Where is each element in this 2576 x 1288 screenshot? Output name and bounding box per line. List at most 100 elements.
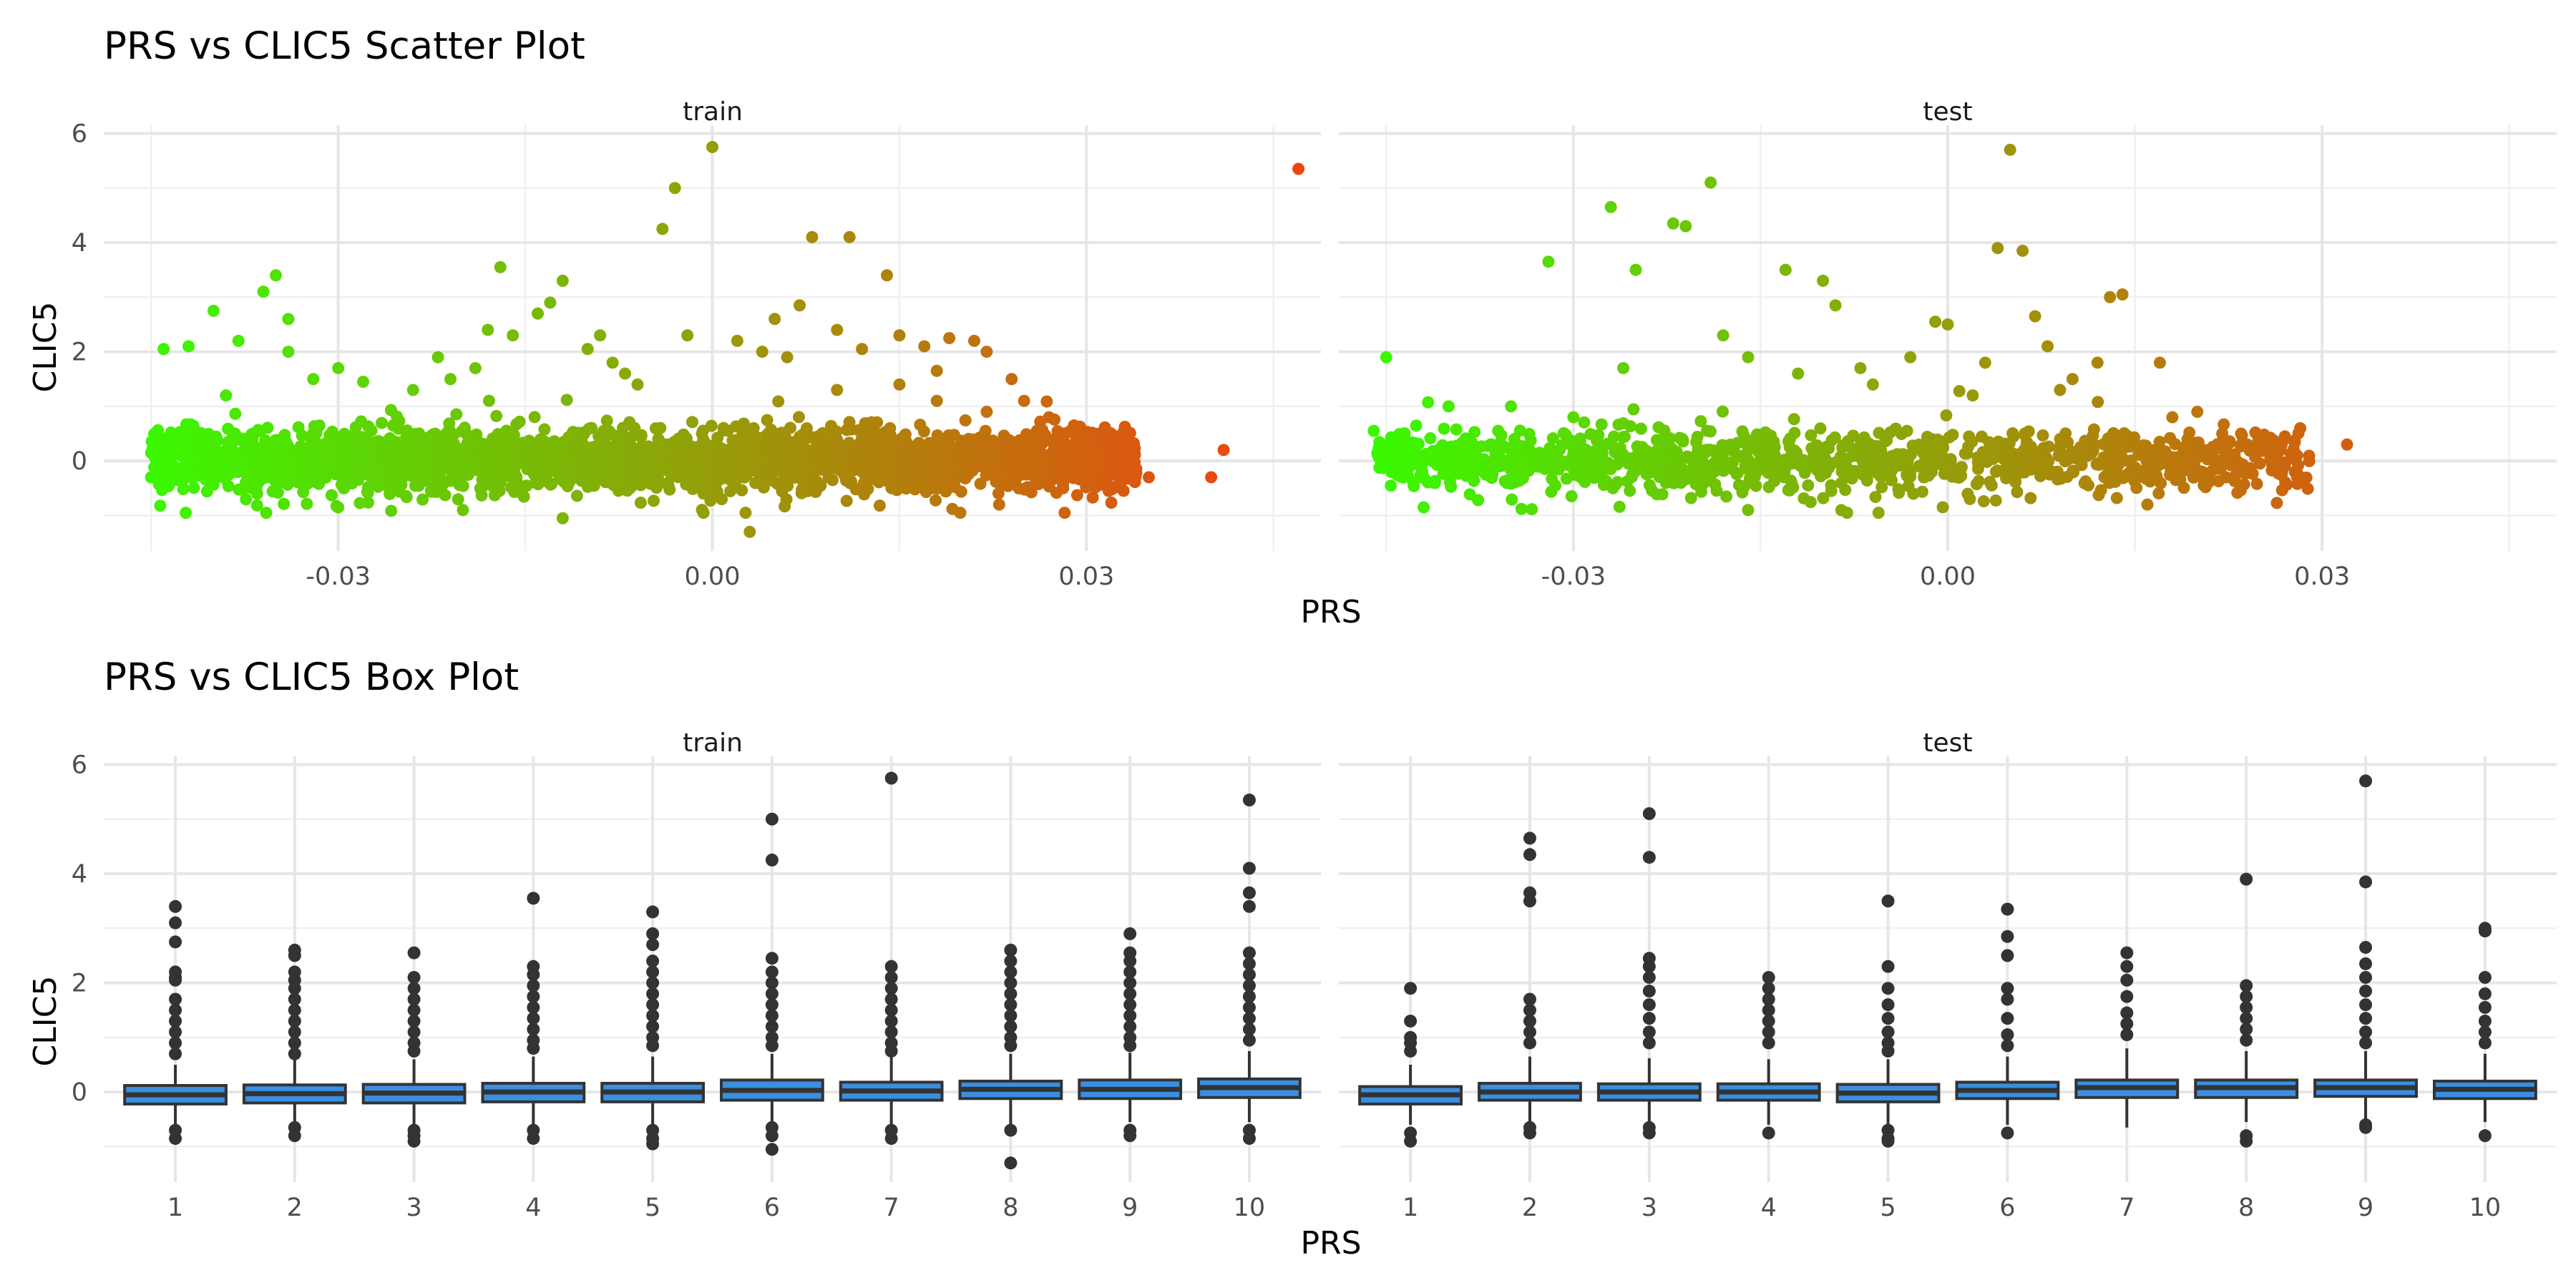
scatter-point [605,451,618,464]
scatter-point [1817,492,1830,504]
scatter-point [507,329,519,342]
scatter-point [703,466,716,479]
scatter-point [1584,428,1597,441]
scatter-point [1030,433,1043,446]
box-outlier [1762,970,1775,984]
scatter-point [940,485,952,498]
scatter-point [157,343,170,356]
scatter-point [582,453,595,466]
scatter-point [1868,463,1881,476]
scatter-panel-train: 0 2 4 6 -0.03 0.00 0.03 [72,119,1321,591]
scatter-point [686,416,699,429]
box-outlier [527,892,540,905]
scatter-strip-train: train [683,97,743,127]
scatter-point [1870,441,1883,454]
box-outlier [1523,992,1536,1006]
scatter-point [1797,492,1810,504]
scatter-point [2075,459,2088,472]
box-outlier [1123,1039,1137,1053]
box-outlier [1123,976,1137,990]
scatter-point [1015,448,1028,461]
scatter-point [450,408,463,421]
scatter-point [763,436,776,449]
scatter-point [169,432,182,445]
scatter-point [1445,480,1458,493]
scatter-point [1567,455,1580,468]
scatter-point [798,460,811,473]
box-outlier [1523,1025,1536,1039]
scatter-point [556,512,569,525]
scatter-point [1893,459,1906,472]
box-outlier [288,1014,301,1028]
scatter-point [893,378,906,391]
scatter-point [2341,438,2353,451]
box-outlier [765,812,779,826]
box-outlier [2478,987,2492,1000]
scatter-point [824,447,836,459]
scatter-point [706,141,718,154]
box-outlier [1242,1012,1256,1025]
y-tick-label: 2 [72,970,87,998]
scatter-point [1080,460,1093,473]
scatter-point [2152,487,2165,499]
scatter-point [469,361,482,374]
scatter-point [505,481,518,494]
scatter-point [1643,479,1656,492]
scatter-point [1444,447,1457,460]
box-outlier [2359,985,2373,998]
scatter-y-axis-title: CLIC5 [27,302,64,393]
scatter-point [825,419,838,432]
scatter-point [1403,447,1416,460]
box-outlier [407,982,421,995]
scatter-point [1604,200,1617,213]
box-outlier [1242,886,1256,899]
scatter-point [1854,361,1867,374]
box-outlier [884,982,898,995]
scatter-point [240,455,253,468]
scatter-point [482,323,494,336]
scatter-point [358,440,371,453]
scatter-point [245,441,258,454]
scatter-point [2035,459,2048,472]
scatter-point [2118,426,2131,439]
scatter-point [1963,430,1976,443]
scatter-point [729,474,742,487]
x-tick-label: 8 [1002,1194,1018,1222]
scatter-point [1068,419,1080,432]
scatter-point [2155,477,2167,489]
scatter-point [2111,467,2124,479]
scatter-point [1018,394,1030,407]
box-outlier [527,968,540,982]
box-outlier [2240,872,2253,886]
scatter-point [1523,428,1536,441]
box-outlier [1404,1014,1418,1028]
scatter-point [2013,448,2026,461]
scatter-point [207,304,220,317]
scatter-point [540,466,553,479]
scatter-point [1929,316,1942,328]
scatter-point [2235,466,2248,479]
scatter-point [1830,456,1843,469]
scatter-point [452,493,464,506]
scatter-point [1679,220,1692,233]
scatter-point [2288,434,2301,447]
box-x-axis-title: PRS [1300,1225,1361,1262]
scatter-point [2202,469,2215,482]
scatter-point [678,457,691,470]
scatter-point [919,485,932,498]
scatter-point [1938,467,1951,480]
scatter-point [597,428,610,441]
scatter-point [1431,452,1444,465]
scatter-point [1080,481,1093,494]
box-outlier [2001,1012,2014,1025]
box-outlier [2120,1017,2134,1030]
scatter-point [2094,484,2107,497]
box-outlier [2359,1036,2373,1050]
scatter-point [1567,411,1580,424]
scatter-point [2191,405,2204,418]
box-outlier [2359,957,2373,970]
scatter-point [1503,477,1516,489]
box-outlier [1881,1044,1895,1058]
scatter-point [299,474,312,487]
